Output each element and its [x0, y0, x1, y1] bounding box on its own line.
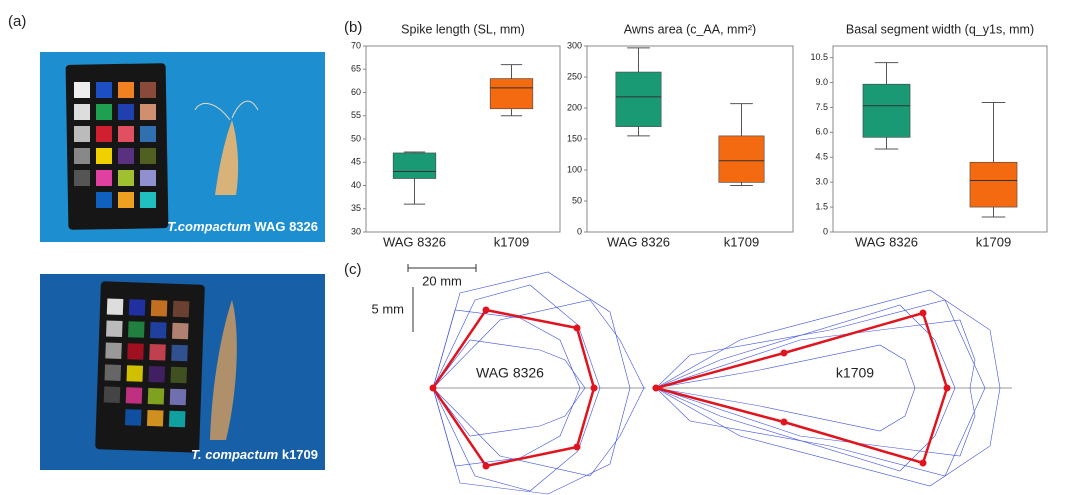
y-tick-label: 50 [351, 133, 361, 143]
photo-caption: T. compactum k1709 [191, 447, 318, 462]
chart-title: Spike length (SL, mm) [401, 22, 525, 36]
x-tick-label: k1709 [494, 234, 529, 249]
y-tick-label: 60 [351, 87, 361, 97]
panel-label: (b) [344, 19, 362, 36]
y-tick-label: 0 [823, 226, 828, 236]
y-tick-label: 100 [567, 164, 582, 174]
y-tick-label: 7.5 [815, 102, 828, 112]
y-tick-label: 40 [351, 180, 361, 190]
photo-caption: T.compactum WAG 8326 [167, 219, 318, 234]
box [489, 78, 534, 110]
x-tick-label: WAG 8326 [607, 234, 670, 249]
y-tick-label: 35 [351, 203, 361, 213]
y-tick-label: 3.0 [815, 177, 828, 187]
line-name: k1709 [282, 447, 318, 462]
x-tick-label: WAG 8326 [383, 234, 446, 249]
y-tick-label: 50 [572, 195, 582, 205]
y-tick-label: 30 [351, 226, 361, 236]
y-tick-label: 4.5 [815, 152, 828, 162]
box [862, 83, 911, 138]
line-name: WAG 8326 [254, 219, 318, 234]
y-tick-label: 200 [567, 102, 582, 112]
y-tick-label: 0 [577, 226, 582, 236]
y-tick-label: 9.0 [815, 77, 828, 87]
panel-label: (a) [8, 13, 26, 30]
box [392, 152, 437, 179]
y-tick-label: 1.5 [815, 201, 828, 211]
chart-title: Awns area (c_AA, mm²) [624, 22, 756, 36]
x-tick-label: k1709 [976, 234, 1011, 249]
box [969, 161, 1018, 208]
y-tick-label: 65 [351, 64, 361, 74]
scale-label: 20 mm [422, 273, 462, 288]
y-tick-label: 6.0 [815, 127, 828, 137]
scale-label: 5 mm [372, 301, 405, 316]
outline-label: k1709 [836, 365, 874, 381]
y-tick-label: 300 [567, 40, 582, 50]
y-tick-label: 250 [567, 71, 582, 81]
box [615, 71, 662, 127]
outline-diagram: 20 mm 5 mm WAG 8326 k1709 [372, 264, 1012, 495]
species: T. compactum [191, 447, 279, 462]
y-tick-label: 70 [351, 40, 361, 50]
photo: T. compactum k1709 [40, 274, 325, 470]
plot-frame [365, 45, 561, 233]
y-tick-label: 150 [567, 133, 582, 143]
outline-label: WAG 8326 [476, 365, 544, 381]
panel-label: (c) [344, 261, 362, 278]
species: T.compactum [167, 219, 251, 234]
y-tick-label: 10.5 [810, 52, 828, 62]
y-tick-label: 55 [351, 110, 361, 120]
y-tick-label: 45 [351, 157, 361, 167]
photo: T.compactum WAG 8326 [40, 52, 325, 242]
x-tick-label: k1709 [724, 234, 759, 249]
x-tick-label: WAG 8326 [855, 234, 918, 249]
box [718, 135, 765, 183]
chart-title: Basal segment width (q_y1s, mm) [846, 22, 1034, 36]
plot-frame [832, 45, 1048, 233]
